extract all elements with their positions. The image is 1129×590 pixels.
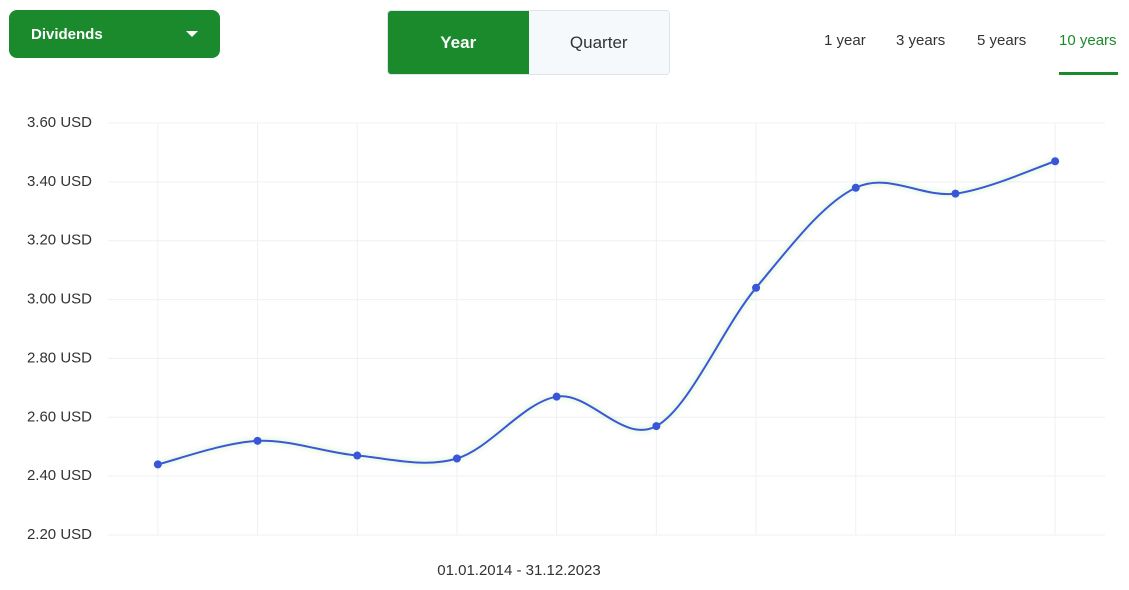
- dividends-dropdown[interactable]: Dividends: [9, 10, 220, 58]
- period-tab-active[interactable]: 10 years: [1059, 32, 1117, 49]
- y-tick-label: 3.40 USD: [27, 173, 92, 190]
- point: [752, 283, 761, 292]
- active-underline: [1059, 72, 1118, 75]
- point: [951, 189, 960, 198]
- point: [652, 422, 661, 431]
- toggle: Year Quarter: [387, 10, 670, 75]
- point: [253, 436, 262, 445]
- period-tab[interactable]: 5 years: [977, 32, 1027, 49]
- y-tick-label: 3.60 USD: [27, 114, 92, 131]
- year-button[interactable]: Year: [388, 11, 529, 74]
- point: [552, 392, 561, 401]
- period-tab[interactable]: 3 years: [896, 32, 946, 49]
- point: [353, 451, 362, 460]
- dropdown-label: Dividends: [31, 25, 103, 43]
- line: [157, 160, 1056, 466]
- x-axis-label: 01.01.2014 - 31.12.2023: [437, 562, 600, 579]
- y-tick-label: 2.80 USD: [27, 349, 92, 366]
- caret: [186, 31, 198, 37]
- period-tab[interactable]: 1 year: [824, 32, 866, 49]
- point: [1051, 157, 1060, 166]
- point: [452, 454, 461, 463]
- point: [153, 460, 162, 469]
- point: [851, 183, 860, 192]
- y-tick-label: 2.20 USD: [27, 526, 92, 543]
- y-tick-label: 2.60 USD: [27, 408, 92, 425]
- y-tick-label: 3.00 USD: [27, 291, 92, 308]
- y-tick-label: 2.40 USD: [27, 467, 92, 484]
- y-tick-label: 3.20 USD: [27, 232, 92, 249]
- quarter-button[interactable]: Quarter: [528, 11, 669, 74]
